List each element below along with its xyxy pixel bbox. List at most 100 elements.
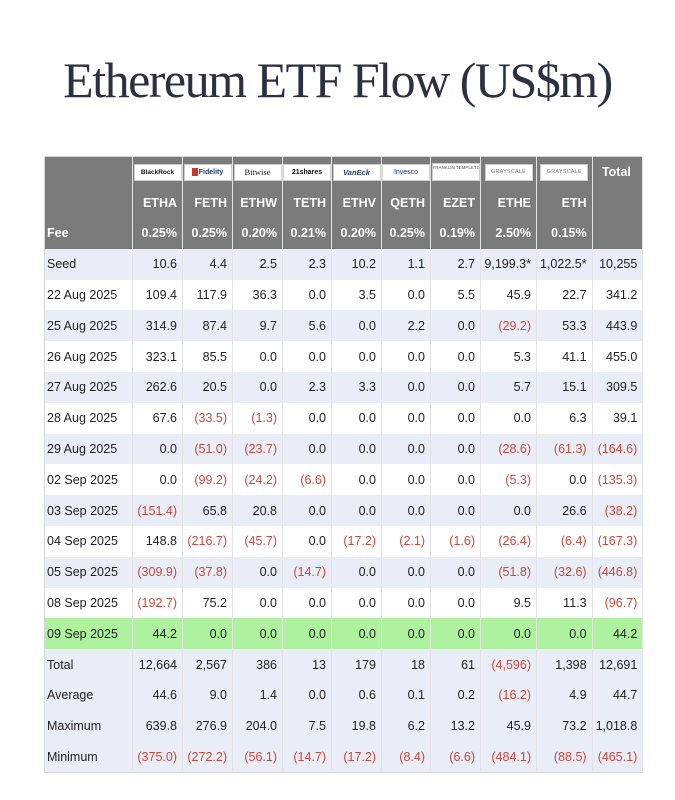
table-row: Maximum 639.8 276.9 204.0 7.5 19.8 6.2 13.2 45.9… — [44, 710, 644, 742]
flow-cell: (28.6) — [480, 433, 537, 465]
blackrock-logo-icon: BlackRock — [133, 163, 182, 181]
flow-cell: (309.9) — [132, 556, 183, 588]
table-row: Average 44.6 9.0 1.4 0.0 0.6 0.1 0.2 (16.2) 4.9 44… — [44, 680, 644, 711]
flow-cell: (14.7) — [282, 741, 332, 773]
flow-cell: 0.0 — [430, 372, 481, 403]
fee-cell: 0.21% — [282, 218, 332, 249]
fee-cell: 0.25% — [132, 218, 183, 249]
flow-cell: (1.3) — [232, 402, 283, 434]
flow-cell: 1,022.5* — [536, 248, 593, 280]
flow-cell: 2.5 — [232, 248, 283, 280]
flow-cell: 13.2 — [430, 710, 481, 742]
total-cell: 12,691 — [592, 649, 644, 681]
table-row: 28 Aug 2025 67.6 (33.5) (1.3) 0.0 0.0 0.0 0.0 0.… — [44, 402, 644, 434]
flow-cell: 0.0 — [430, 495, 481, 527]
flow-cell: (6.6) — [430, 741, 481, 773]
flow-cell: 5.3 — [480, 341, 537, 373]
ticker-row: ETHA FETH ETHW TETH ETHV QETH EZET ETHE … — [44, 187, 644, 219]
flow-cell: 0.0 — [381, 279, 431, 311]
flow-cell: 0.0 — [232, 556, 283, 588]
flow-cell: 18 — [381, 649, 431, 681]
page-title: Ethereum ETF Flow (US$m) — [63, 52, 613, 108]
flow-cell: 6.2 — [381, 710, 431, 742]
flow-cell: 61 — [430, 649, 481, 681]
table-row: 29 Aug 2025 0.0 (51.0) (23.7) 0.0 0.0 0.0 0.0 (2… — [44, 433, 644, 465]
flow-cell: (192.7) — [132, 587, 183, 619]
row-label: 28 Aug 2025 — [44, 402, 133, 434]
flow-cell: 0.0 — [331, 341, 382, 373]
flow-cell: 276.9 — [182, 710, 233, 742]
flow-cell: 0.0 — [430, 618, 481, 650]
flow-cell: 2.7 — [430, 248, 481, 280]
fee-total-cell — [592, 218, 644, 249]
ticker-cell: QETH — [381, 187, 431, 219]
total-cell: 44.7 — [592, 680, 644, 711]
table-row: 27 Aug 2025 262.6 20.5 0.0 2.3 3.3 0.0 0.0 5.7 15… — [44, 372, 644, 403]
flow-cell: 65.8 — [182, 495, 233, 527]
fee-row: Fee 0.25% 0.25% 0.20% 0.21% 0.20% 0.25% … — [44, 218, 644, 249]
ticker-cell: FETH — [182, 187, 233, 219]
flow-cell: 0.0 — [232, 587, 283, 619]
flow-cell: 3.5 — [331, 279, 382, 311]
total-cell: 443.9 — [592, 310, 644, 342]
total-cell: (465.1) — [592, 741, 644, 773]
flow-cell: 0.0 — [381, 433, 431, 465]
flow-cell: 0.0 — [282, 402, 332, 434]
flow-cell: 5.6 — [282, 310, 332, 342]
flow-cell: 0.0 — [480, 495, 537, 527]
flow-cell: 0.0 — [282, 680, 332, 711]
ticker-cell: ETHW — [232, 187, 283, 219]
flow-cell: 0.0 — [282, 587, 332, 619]
flow-cell: 0.0 — [331, 433, 382, 465]
flow-cell: 9.7 — [232, 310, 283, 342]
total-cell: (96.7) — [592, 587, 644, 619]
flow-cell: (1.6) — [430, 526, 481, 557]
flow-cell: 0.0 — [282, 433, 332, 465]
flow-cell: (88.5) — [536, 741, 593, 773]
total-cell: (164.6) — [592, 433, 644, 465]
flow-cell: 0.0 — [430, 556, 481, 588]
flow-cell: 4.4 — [182, 248, 233, 280]
total-cell: 39.1 — [592, 402, 644, 434]
table-row: 08 Sep 2025 (192.7) 75.2 0.0 0.0 0.0 0.0 0.0 9.5… — [44, 587, 644, 619]
flow-cell: (151.4) — [132, 495, 183, 527]
flow-cell: 2.3 — [282, 248, 332, 280]
flow-cell: 20.5 — [182, 372, 233, 403]
flow-cell: (61.3) — [536, 433, 593, 465]
fee-cell: 0.20% — [232, 218, 283, 249]
flow-cell: 22.7 — [536, 279, 593, 311]
invesco-logo-icon: Invesco — [382, 163, 430, 181]
flow-cell: (375.0) — [132, 741, 183, 773]
flow-cell: (56.1) — [232, 741, 283, 773]
flow-cell: (23.7) — [232, 433, 283, 465]
fee-cell: 0.19% — [430, 218, 481, 249]
flow-cell: 0.0 — [132, 464, 183, 496]
flow-cell: (99.2) — [182, 464, 233, 496]
row-label: 04 Sep 2025 — [44, 526, 133, 557]
franklin-templeton-logo-icon: FRANKLIN TEMPLETON — [431, 163, 480, 182]
table-row: 02 Sep 2025 0.0 (99.2) (24.2) (6.6) 0.0 0.0 0.0… — [44, 464, 644, 496]
flow-cell: 75.2 — [182, 587, 233, 619]
flow-cell: 44.2 — [132, 618, 183, 650]
total-column-header: Total — [592, 156, 644, 188]
flow-cell: 386 — [232, 649, 283, 681]
flow-cell: 0.0 — [331, 556, 382, 588]
flow-cell: 3.3 — [331, 372, 382, 403]
flow-cell: 4.9 — [536, 680, 593, 711]
row-label: 09 Sep 2025 — [44, 618, 133, 650]
bitwise-logo-icon: Bitwise — [233, 163, 282, 181]
flow-cell: (17.2) — [331, 741, 382, 773]
flow-cell: 9.5 — [480, 587, 537, 619]
flow-cell: 10.6 — [132, 248, 183, 280]
flow-cell: (37.8) — [182, 556, 233, 588]
flow-cell: 0.0 — [381, 402, 431, 434]
ticker-cell: ETHA — [132, 187, 183, 219]
flow-cell: 11.3 — [536, 587, 593, 619]
table-row: 05 Sep 2025 (309.9) (37.8) 0.0 (14.7) 0.0 0.0 0… — [44, 556, 644, 588]
flow-cell: 0.0 — [480, 402, 537, 434]
flow-cell: 36.3 — [232, 279, 283, 311]
flow-cell: 9,199.3* — [480, 248, 537, 280]
flow-cell: 0.0 — [536, 464, 593, 496]
table-row: Seed 10.6 4.4 2.5 2.3 10.2 1.1 2.7 9,199.3* 1,022… — [44, 248, 644, 280]
table-row: 22 Aug 2025 109.4 117.9 36.3 0.0 3.5 0.0 5.5 45.… — [44, 279, 644, 311]
